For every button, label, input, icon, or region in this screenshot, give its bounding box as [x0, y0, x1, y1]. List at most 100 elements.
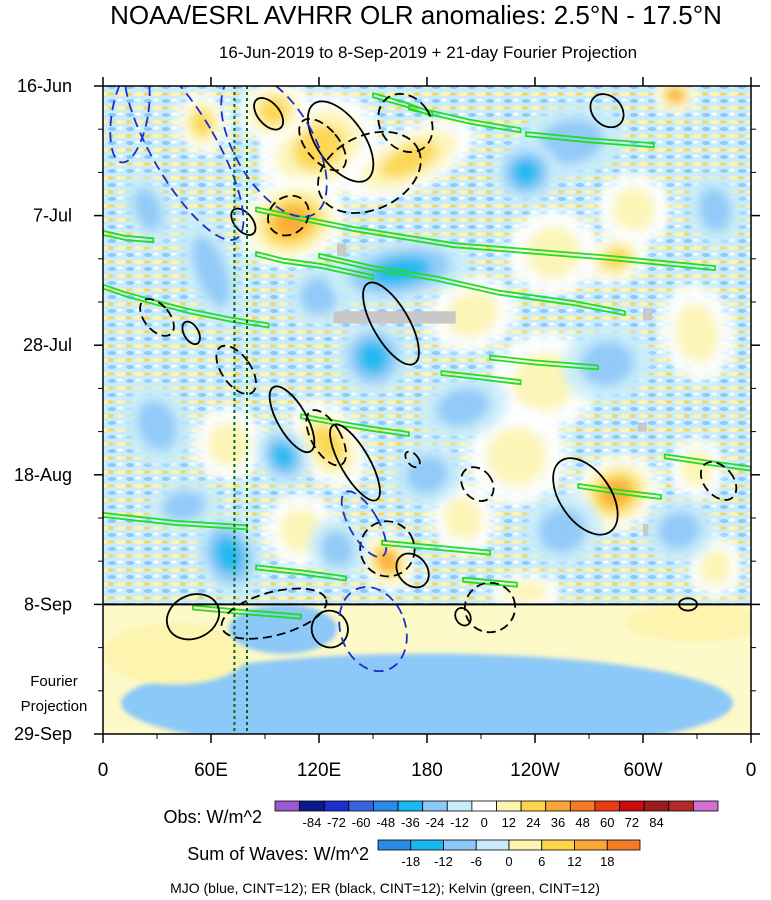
- kelvin-contour: [300, 413, 410, 437]
- missing-data: [333, 243, 652, 537]
- heat-blob: [427, 276, 517, 353]
- heat-blob-level: [258, 97, 290, 125]
- heat-blob: [597, 172, 671, 247]
- heat-blob-level: [271, 443, 295, 469]
- kelvin-contour: [525, 131, 655, 149]
- er-contour: [359, 520, 416, 578]
- heat-blob: [195, 512, 263, 598]
- heat-blob-level: [191, 109, 213, 137]
- kelvin-contour: [255, 251, 374, 281]
- chart-title: NOAA/ESRL AVHRR OLR anomalies: 2.5°N - 1…: [110, 0, 722, 30]
- projection-blob: [625, 604, 751, 642]
- er-contour: [268, 385, 316, 454]
- x-tick-label: 60W: [623, 760, 662, 781]
- heat-blob-level: [436, 387, 490, 427]
- heat-blob: [391, 443, 463, 507]
- heat-blob: [493, 141, 559, 204]
- kelvin-contour: [318, 252, 626, 316]
- heat-blob: [670, 437, 724, 500]
- wave-colorbar: Sum of Waves: W/m^2 -18 -12 -6 0 6 12 18: [187, 839, 641, 869]
- heat-blob-level: [133, 188, 163, 231]
- kelvin-contour: [663, 453, 751, 472]
- y-tick-label: 28-Jul: [23, 335, 72, 355]
- obs-colorbar-swatch: [643, 800, 670, 812]
- heat-blob-level: [538, 118, 604, 165]
- projection-blob: [121, 653, 733, 734]
- obs-colorbar-tick: 72: [625, 815, 639, 830]
- missing-data-box: [333, 311, 456, 324]
- obs-colorbar-tick: 36: [551, 815, 565, 830]
- heat-blob: [643, 499, 715, 562]
- y-tick-label: 8-Sep: [24, 594, 72, 614]
- obs-colorbar-swatch: [373, 800, 399, 812]
- heat-blob: [124, 173, 172, 245]
- heat-blob: [466, 406, 568, 506]
- obs-colorbar-tick: -72: [327, 815, 346, 830]
- obs-colorbar-tick: -24: [426, 815, 445, 830]
- wave-colorbar-label: Sum of Waves: W/m^2: [187, 844, 369, 864]
- er-contour: [454, 607, 472, 627]
- heat-blob-level: [214, 536, 244, 574]
- heat-blob: [148, 480, 220, 531]
- mjo-contours: [109, 86, 408, 673]
- heat-blob: [687, 172, 743, 247]
- heat-blob-level: [538, 507, 586, 553]
- kelvin-contours: [103, 92, 751, 620]
- heat-blob-level: [698, 187, 732, 232]
- heat-blob: [176, 92, 228, 154]
- wave-colorbar-tick: 18: [600, 854, 614, 869]
- y-tick-label: 18-Aug: [14, 465, 72, 485]
- obs-colorbar-swatch: [668, 800, 694, 812]
- heat-blob: [336, 320, 410, 395]
- heat-blob-level: [207, 421, 251, 467]
- er-contour: [589, 93, 625, 129]
- er-contour: [139, 298, 175, 337]
- kelvin-contour: [408, 104, 522, 134]
- obs-colorbar-swatch: [569, 800, 596, 812]
- kelvin-contour: [103, 230, 155, 244]
- reference-lines: [233, 86, 248, 734]
- er-contour: [230, 207, 257, 236]
- wave-colorbar-tick: 0: [505, 854, 512, 869]
- heat-blob-level: [162, 490, 206, 521]
- heat-blob: [522, 493, 602, 568]
- obs-colorbar-swatch: [520, 800, 547, 812]
- heat-blob: [239, 177, 345, 267]
- y-tick-label: 16-Jun: [17, 76, 72, 96]
- missing-data-box: [637, 422, 647, 432]
- wave-colorbar-swatch: [475, 839, 510, 851]
- wave-colorbar-tick: 12: [567, 854, 581, 869]
- kelvin-contour: [103, 512, 248, 531]
- missing-data-box: [643, 524, 649, 537]
- wave-colorbar-swatch: [541, 839, 575, 851]
- mjo-contour: [123, 86, 245, 241]
- obs-colorbar-swatch: [619, 800, 645, 812]
- er-contour: [362, 281, 420, 366]
- wave-colorbar-tick: 6: [538, 854, 545, 869]
- heat-blob: [584, 233, 648, 285]
- obs-colorbar-tick: -12: [450, 815, 469, 830]
- wave-colorbar-swatch: [377, 839, 412, 851]
- heat-blob-level: [136, 400, 178, 451]
- wave-colorbar-tick: -12: [434, 854, 453, 869]
- heat-blob-level: [405, 455, 449, 494]
- obs-colorbar-tick: -48: [376, 815, 395, 830]
- obs-colorbar: Obs: W/m^2 -84 -72 -60 -48 -36 -24 -12 0 12 24 36 4…: [164, 800, 719, 830]
- obs-colorbar-swatch: [299, 800, 325, 812]
- heat-blob-level: [512, 159, 540, 186]
- heat-blob: [179, 212, 243, 330]
- heat-blob-level: [612, 187, 656, 232]
- kelvin-contour: [440, 370, 522, 386]
- heat-blob: [192, 406, 266, 481]
- wave-colorbar-swatch: [443, 839, 477, 851]
- er-contour: [329, 423, 381, 502]
- kelvin-contour: [381, 539, 491, 556]
- er-contour: [463, 581, 517, 634]
- heat-blob-level: [320, 530, 354, 567]
- er-contour: [220, 587, 328, 640]
- heat-blob-level: [675, 303, 719, 363]
- kelvin-contour: [255, 564, 347, 582]
- obs-colorbar-swatch: [446, 800, 473, 812]
- obs-colorbar-tick: 60: [600, 815, 614, 830]
- heat-blob-level: [191, 235, 231, 307]
